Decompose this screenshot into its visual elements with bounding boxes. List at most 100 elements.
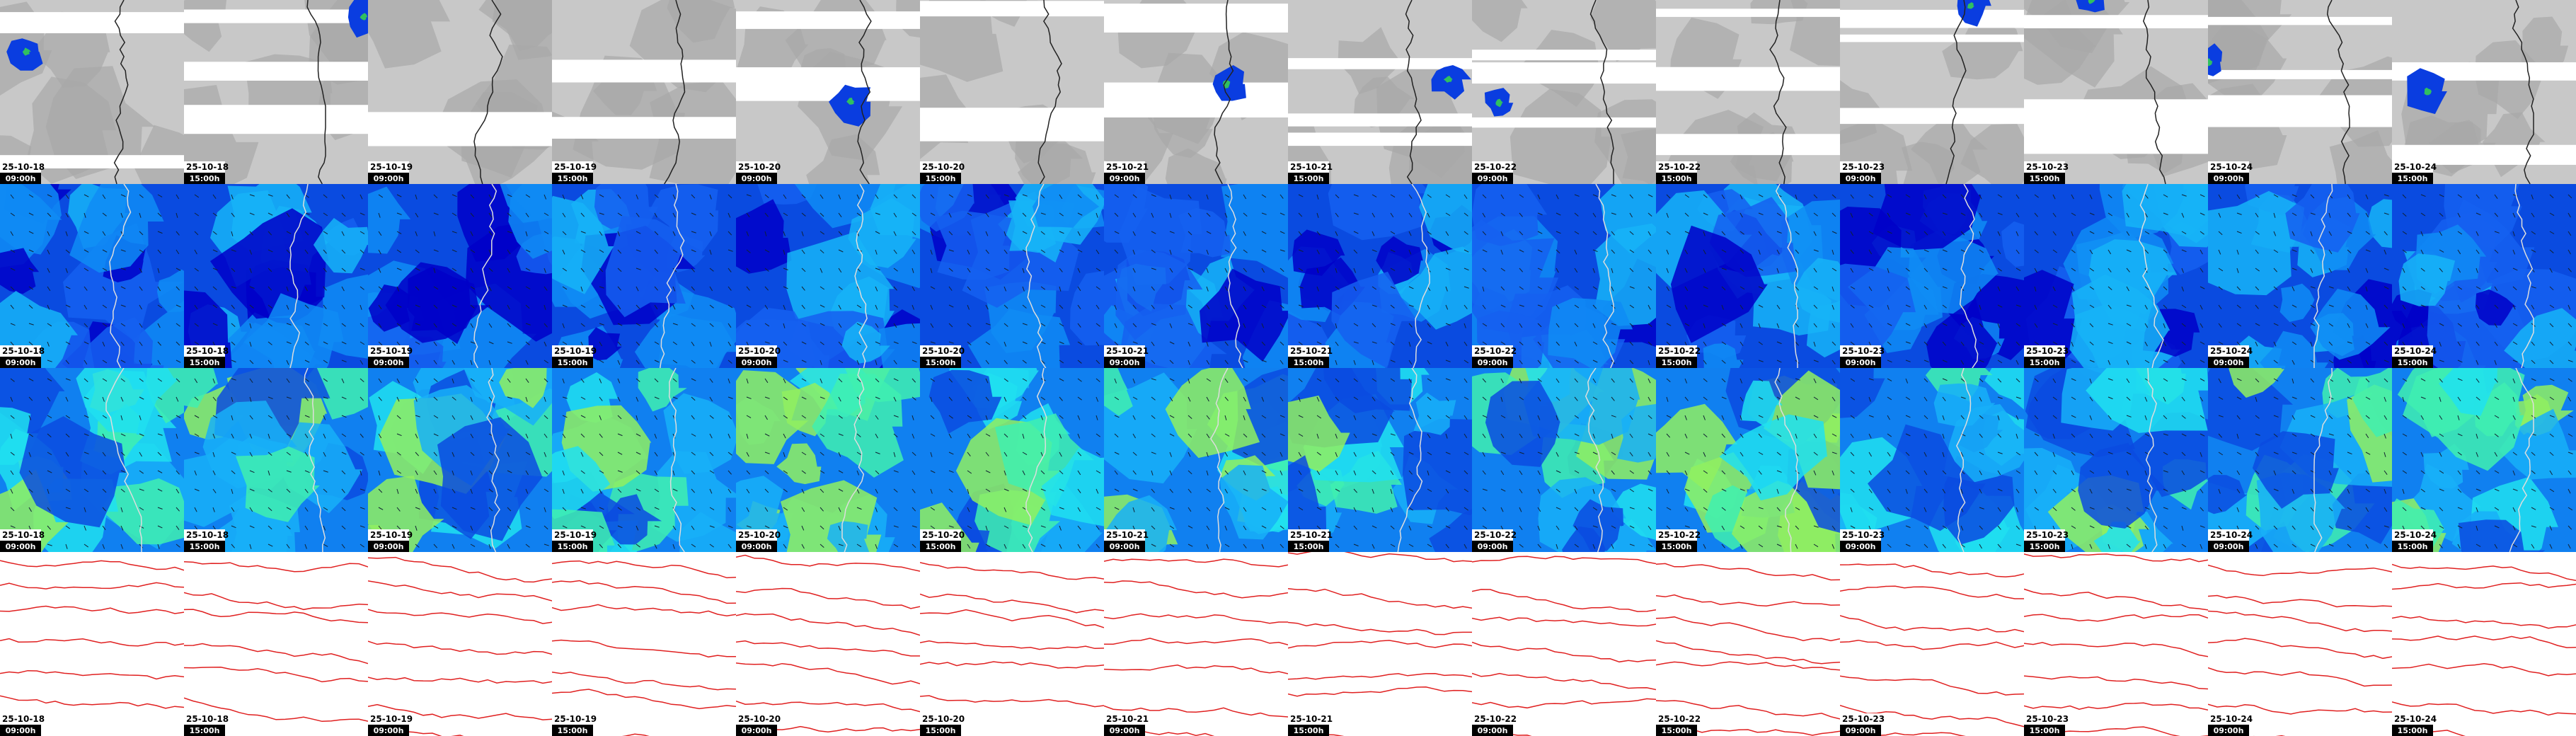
wind-arrow [378,378,382,384]
wind-arrow [2181,452,2186,456]
wind-arrow [1224,525,1228,531]
field [0,248,40,294]
time-label: 15:00h [1662,726,1692,735]
wind-arrow [709,323,714,327]
wind-arrow [544,286,548,291]
wind-arrow [1280,360,1284,364]
wind-arrow [654,323,658,328]
wind-arrow [470,304,475,309]
wind-arrow [838,304,841,310]
coastline [1025,184,1047,368]
wind-arrow [820,525,824,530]
wind-arrow [1151,415,1156,419]
wind-arrow [378,488,383,493]
time-label: 15:00h [1662,358,1692,367]
wind-arrow [1721,378,1726,383]
wind-arrow [2439,525,2444,529]
wind-arrow [1280,525,1284,529]
label-bg [2024,529,2065,541]
wind-arrow [2255,378,2260,383]
wind-arrow [1611,378,1615,383]
wind-arrow [2512,231,2515,236]
wind-arrow [341,304,345,309]
wind-arrow [2476,194,2480,199]
isobar-bg [736,552,920,736]
wind-arrow [2549,268,2553,273]
wind-arrow [728,268,732,272]
wind-arrow [194,470,197,476]
wind-arrow [948,341,954,344]
isobar [1840,675,2024,696]
field [552,446,611,519]
wind-arrow [1372,360,1374,365]
wind-arrow [1721,470,1726,475]
wind-arrow [1795,525,1800,530]
wind-arrow [1482,378,1487,383]
wind-arrow [544,507,546,512]
wind-arrow [2089,488,2093,494]
wind-arrow [396,323,401,327]
wind-arrow [1445,396,1449,401]
wind-arrow [1151,323,1156,326]
wind-arrow [1335,452,1338,457]
wind-arrow [1813,415,1819,418]
wind-arrow [28,415,32,420]
wind-arrow [1316,488,1321,493]
wind-arrow [1059,341,1064,345]
wind-arrow [2512,323,2518,326]
wind-arrow [2089,452,2094,456]
label-bg [2208,713,2249,725]
wind-arrow [1979,212,1983,218]
date-label: 25-10-20 [738,346,781,356]
wind-arrow [1758,231,1762,236]
wind-arrow [47,286,51,292]
wind-arrow [1335,194,1340,199]
wind-arrow [1648,488,1653,492]
wind-arrow [1758,212,1764,216]
wind-arrow [341,212,346,217]
wind-arrow [1997,231,2001,236]
wind-arrow [1298,249,1304,252]
wind-arrow [2549,231,2555,234]
wind-arrow [488,452,493,456]
wind-arrow [1648,433,1653,437]
wind-arrow [323,507,328,511]
wind-arrow [709,415,714,419]
wind-arrow [636,249,641,252]
wind-arrow [102,378,108,382]
wind-arrow [2200,452,2202,457]
wind-arrow [2549,433,2554,437]
wind-arrow [1298,323,1302,328]
wind-arrow [415,544,420,548]
wind-arrow [1096,212,1098,218]
wind-arrow [2034,488,2037,494]
wind-arrow [1997,507,2001,512]
wind-arrow [2568,488,2571,494]
wind-arrow [1887,507,1891,512]
wind-arrow [2052,452,2056,457]
wind-arrow [1500,323,1505,328]
wind-arrow [875,360,878,365]
wind-arrow [1335,341,1339,346]
wind-arrow [2512,525,2516,531]
wind-arrow [746,452,749,457]
wind-arrow [2310,378,2314,383]
field [588,327,622,361]
wind-arrow [139,488,144,491]
wind-arrow [1997,452,2003,454]
wind-arrow [2273,268,2278,272]
field [2208,475,2248,514]
wind-arrow [2218,268,2224,272]
wind-arrow [1096,415,1098,420]
isobar [736,554,920,572]
wind-arrow [28,249,34,253]
wind-arrow [1611,507,1614,512]
wind-arrow [2549,544,2553,549]
wind-arrow [930,286,936,289]
date-label: 25-10-21 [1290,714,1333,724]
wind-arrow [1004,304,1008,309]
wind-arrow [1464,415,1468,420]
cloud [920,0,1004,82]
wind-arrow [65,488,71,493]
